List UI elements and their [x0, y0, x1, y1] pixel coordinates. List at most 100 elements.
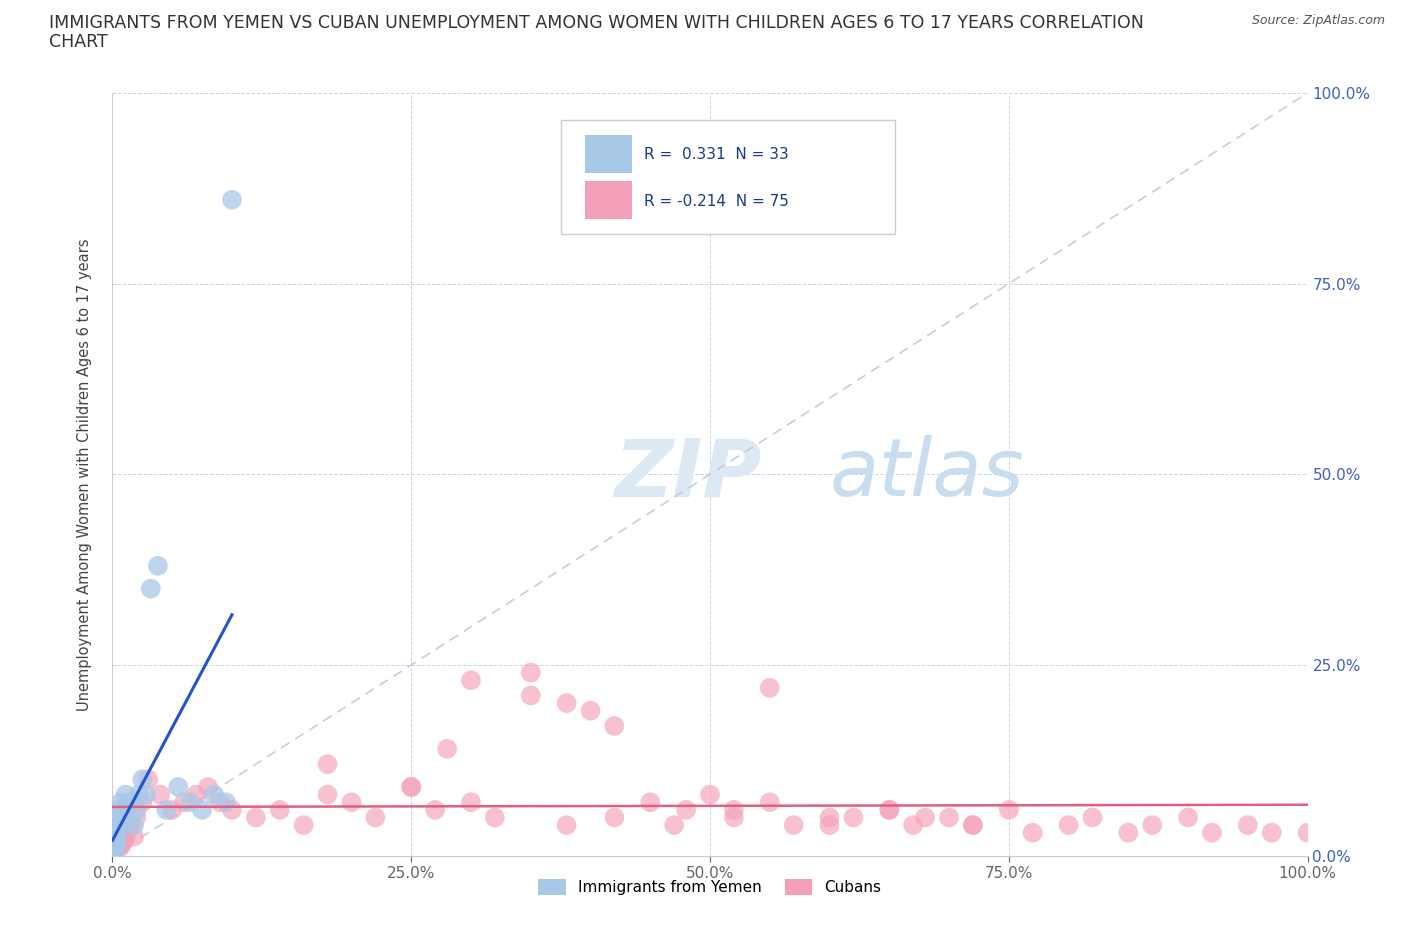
Point — [128, 787, 150, 802]
Point — [104, 842, 127, 857]
Point — [197, 779, 219, 794]
Point — [401, 779, 423, 794]
Point — [105, 841, 128, 856]
Point — [122, 817, 145, 832]
Point — [998, 803, 1021, 817]
Point — [108, 803, 131, 817]
Bar — [585, 135, 633, 173]
Point — [101, 844, 124, 859]
Point — [125, 803, 148, 817]
Point — [903, 817, 925, 832]
Point — [1057, 817, 1080, 832]
Point — [723, 803, 745, 817]
Point — [110, 833, 132, 848]
Point — [112, 830, 135, 844]
Point — [104, 837, 127, 852]
Point — [191, 803, 214, 817]
Point — [436, 741, 458, 756]
Point — [149, 787, 172, 802]
Point — [209, 795, 232, 810]
Point — [555, 817, 578, 832]
Point — [723, 810, 745, 825]
Point — [167, 779, 190, 794]
Point — [115, 825, 138, 840]
Point — [135, 787, 157, 802]
Point — [1022, 825, 1045, 840]
Point — [114, 803, 135, 817]
Point — [460, 672, 482, 687]
Point — [202, 787, 225, 802]
Text: Source: ZipAtlas.com: Source: ZipAtlas.com — [1251, 14, 1385, 27]
Point — [131, 795, 153, 810]
Y-axis label: Unemployment Among Women with Children Ages 6 to 17 years: Unemployment Among Women with Children A… — [77, 238, 91, 711]
Point — [117, 810, 139, 825]
Point — [108, 841, 131, 856]
Point — [1201, 825, 1223, 840]
Point — [105, 817, 128, 832]
Point — [103, 841, 125, 856]
Point — [114, 787, 136, 802]
Point — [401, 779, 423, 794]
Point — [818, 817, 841, 832]
Point — [364, 810, 387, 825]
Point — [221, 803, 243, 817]
Point — [131, 772, 153, 787]
Point — [215, 795, 238, 810]
Point — [111, 817, 134, 832]
Point — [818, 810, 841, 825]
Point — [1261, 825, 1284, 840]
Point — [107, 837, 129, 852]
Point — [675, 803, 697, 817]
Point — [111, 837, 134, 852]
Point — [120, 817, 142, 832]
Text: R =  0.331  N = 33: R = 0.331 N = 33 — [644, 147, 789, 162]
Point — [112, 810, 135, 825]
Point — [340, 795, 363, 810]
Point — [640, 795, 662, 810]
Point — [186, 787, 208, 802]
Point — [1081, 810, 1104, 825]
Point — [782, 817, 804, 832]
Point — [579, 703, 602, 718]
Point — [146, 558, 169, 573]
Point — [1118, 825, 1140, 840]
Point — [179, 795, 201, 810]
Point — [425, 803, 447, 817]
Point — [316, 757, 339, 772]
Text: CHART: CHART — [49, 33, 108, 50]
Point — [173, 795, 195, 810]
Point — [1177, 810, 1199, 825]
Point — [125, 810, 148, 825]
Point — [1142, 817, 1164, 832]
Point — [155, 803, 177, 817]
Point — [221, 193, 243, 207]
Text: ZIP: ZIP — [614, 435, 762, 513]
FancyBboxPatch shape — [561, 120, 896, 234]
Point — [842, 810, 865, 825]
Legend: Immigrants from Yemen, Cubans: Immigrants from Yemen, Cubans — [533, 873, 887, 901]
Bar — [585, 180, 633, 219]
Point — [105, 833, 128, 848]
Point — [962, 817, 984, 832]
Point — [759, 795, 782, 810]
Point — [699, 787, 721, 802]
Point — [484, 810, 506, 825]
Point — [664, 817, 686, 832]
Point — [103, 844, 125, 859]
Point — [114, 833, 135, 848]
Point — [269, 803, 291, 817]
Point — [520, 688, 543, 703]
Point — [520, 665, 543, 680]
Point — [104, 842, 127, 857]
Point — [138, 772, 160, 787]
Point — [120, 795, 142, 810]
Point — [139, 581, 162, 596]
Point — [107, 810, 129, 825]
Point — [879, 803, 901, 817]
Text: R = -0.214  N = 75: R = -0.214 N = 75 — [644, 193, 789, 209]
Point — [103, 846, 125, 861]
Point — [1237, 817, 1260, 832]
Point — [759, 681, 782, 696]
Point — [101, 848, 124, 863]
Point — [105, 839, 128, 854]
